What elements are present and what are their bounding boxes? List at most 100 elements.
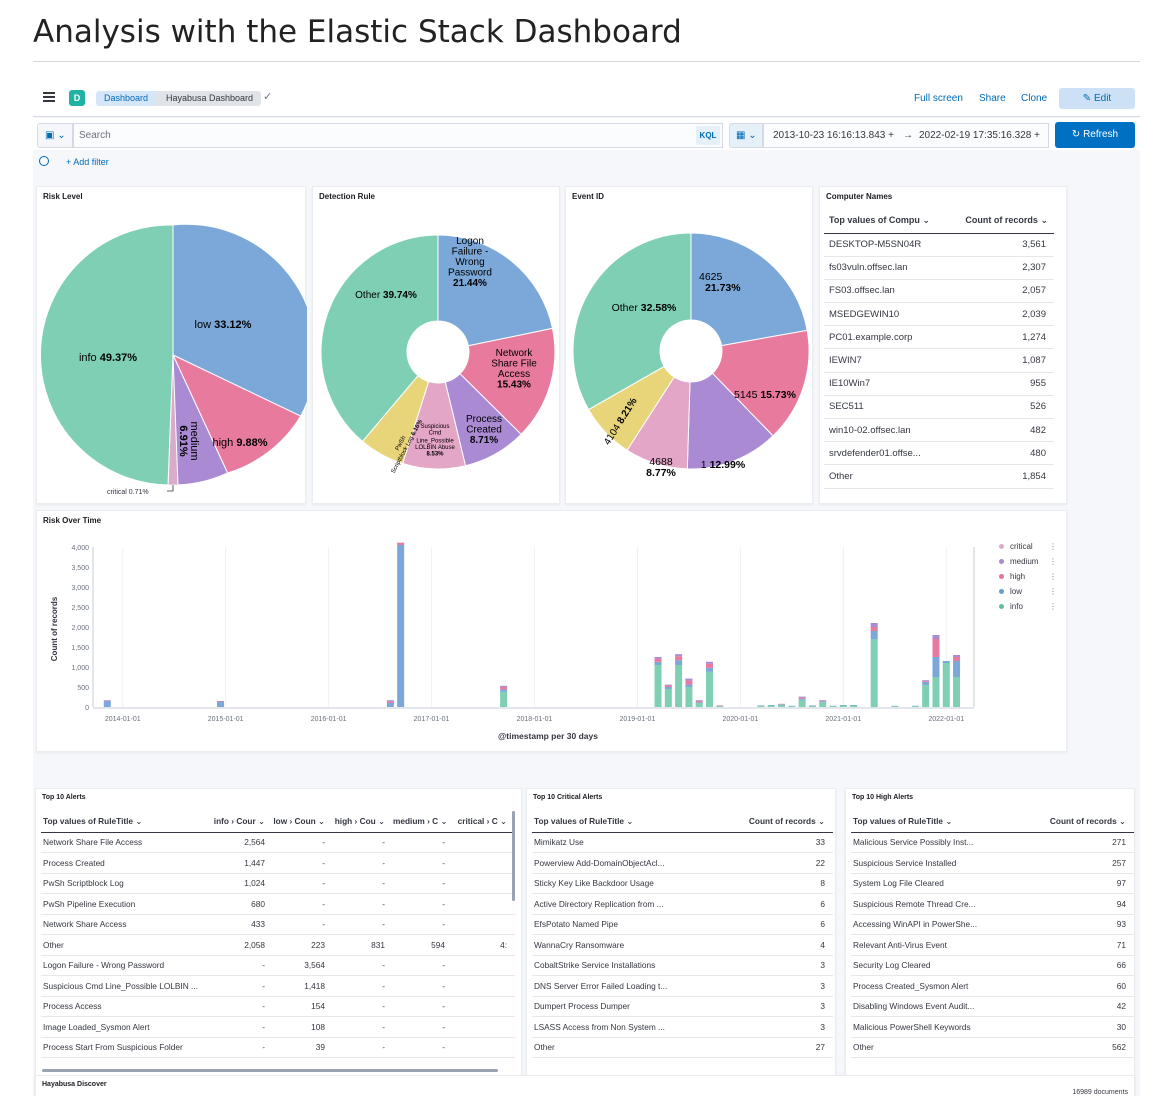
bar-segment-low[interactable]	[500, 689, 508, 692]
column-header[interactable]: Top values of RuleTitle ⌄	[851, 811, 1006, 833]
rule-title-cell[interactable]: Logon Failure - Wrong Password	[41, 955, 213, 976]
pie-slice-high[interactable]	[171, 353, 302, 474]
saved-query-button[interactable]: ▣ ⌄	[37, 123, 73, 148]
legend-item-high[interactable]: high ⋮	[999, 572, 1057, 587]
date-start[interactable]: 2013-10-23 16:16:13.843 +	[773, 130, 894, 141]
bar-segment-low[interactable]	[788, 705, 796, 707]
rule-title-cell[interactable]: Malicious PowerShell Keywords	[851, 1016, 1006, 1038]
bar-segment-info[interactable]	[767, 705, 775, 707]
rule-title-cell[interactable]: Suspicious Service Installed	[851, 852, 1006, 874]
bar-segment-medium[interactable]	[922, 680, 930, 681]
bar-segment-low[interactable]	[664, 687, 672, 689]
bar-segment-medium[interactable]	[664, 684, 672, 686]
bar-segment-high[interactable]	[819, 700, 827, 702]
column-header-computer[interactable]: Top values of Compu ⌄	[824, 209, 952, 234]
computer-name-cell[interactable]: srvdefender01.offse...	[824, 441, 952, 466]
column-header[interactable]: medium › C ⌄	[393, 811, 453, 833]
vertical-scrollbar[interactable]	[512, 811, 515, 901]
bar-segment-high[interactable]	[798, 697, 806, 699]
bar-segment-info[interactable]	[788, 706, 796, 707]
more-icon[interactable]: ⋮	[1049, 572, 1057, 581]
bar-segment-info[interactable]	[716, 706, 724, 707]
bar-segment-low[interactable]	[819, 701, 827, 703]
column-header[interactable]: critical › C ⌄	[453, 811, 515, 833]
bar-segment-high[interactable]	[932, 639, 940, 657]
bar-segment-medium[interactable]	[706, 661, 713, 664]
bar-segment-low[interactable]	[829, 705, 837, 707]
computer-name-cell[interactable]: fs03vuln.offsec.lan	[824, 256, 952, 280]
date-range[interactable]: 2013-10-23 16:16:13.843 + → 2022-02-19 1…	[763, 123, 1049, 148]
bar-segment-low[interactable]	[922, 681, 930, 685]
bar-segment-medium[interactable]	[500, 685, 508, 687]
horizontal-scrollbar[interactable]	[42, 1069, 498, 1072]
rule-title-cell[interactable]: Suspicious Remote Thread Cre...	[851, 893, 1006, 915]
bar-segment-info[interactable]	[932, 677, 940, 707]
column-header[interactable]: high › Cou ⌄	[333, 811, 393, 833]
bar-segment-high[interactable]	[217, 701, 225, 702]
bar-segment-info[interactable]	[942, 663, 950, 707]
bar-segment-low[interactable]	[778, 704, 786, 705]
bar-segment-high[interactable]	[103, 700, 111, 702]
bar-segment-high[interactable]	[953, 657, 961, 661]
computer-name-cell[interactable]: IE10Win7	[824, 372, 952, 396]
bar-segment-medium[interactable]	[654, 657, 662, 659]
rule-title-cell[interactable]: Mimikatz Use	[532, 832, 697, 853]
donut-slice-other[interactable]	[572, 232, 692, 411]
bar-segment-low[interactable]	[706, 667, 713, 672]
pie-slice-low[interactable]	[172, 223, 307, 417]
rule-title-cell[interactable]: Network Share File Access	[41, 832, 213, 853]
bar-segment-info[interactable]	[819, 702, 827, 707]
breadcrumb-dashboard[interactable]: Dashboard	[96, 91, 161, 106]
rule-title-cell[interactable]: Relevant Anti-Virus Event	[851, 934, 1006, 956]
bar-segment-medium[interactable]	[870, 623, 878, 627]
bar-segment-info[interactable]	[870, 639, 878, 707]
more-icon[interactable]: ⋮	[1049, 587, 1057, 596]
legend-item-medium[interactable]: medium ⋮	[999, 557, 1057, 572]
bar-segment-high[interactable]	[922, 681, 930, 682]
rule-title-cell[interactable]: Security Log Cleared	[851, 955, 1006, 976]
bar-segment-high[interactable]	[778, 703, 786, 705]
calendar-icon[interactable]: ▦ ⌄	[729, 123, 763, 148]
computer-name-cell[interactable]: win10-02.offsec.lan	[824, 418, 952, 443]
bar-segment-info[interactable]	[829, 706, 837, 707]
bar-segment-low[interactable]	[685, 684, 693, 687]
bar-segment-info[interactable]	[891, 706, 899, 707]
bar-segment-high[interactable]	[500, 687, 508, 690]
column-header[interactable]: low › Coun ⌄	[273, 811, 333, 833]
bar-segment-info[interactable]	[850, 705, 858, 707]
computer-name-cell[interactable]: FS03.offsec.lan	[824, 279, 952, 304]
bar-segment-high[interactable]	[664, 685, 672, 687]
bar-segment-info[interactable]	[839, 705, 847, 707]
bar-segment-medium[interactable]	[819, 700, 827, 701]
rule-title-cell[interactable]: System Log File Cleared	[851, 873, 1006, 894]
column-header[interactable]: Count of records ⌄	[1006, 811, 1134, 833]
bar-segment-low[interactable]	[911, 705, 919, 707]
bar-segment-info[interactable]	[664, 689, 672, 707]
bar-segment-high[interactable]	[695, 701, 703, 703]
more-icon[interactable]: ⋮	[1049, 542, 1057, 551]
bar-segment-info[interactable]	[675, 665, 683, 707]
bar-segment-medium[interactable]	[953, 655, 961, 657]
bar-segment-high[interactable]	[397, 542, 405, 545]
bar-segment-info[interactable]	[706, 671, 713, 707]
rule-title-cell[interactable]: PwSh Pipeline Execution	[41, 893, 213, 915]
more-icon[interactable]: ⋮	[1049, 602, 1057, 611]
bar-segment-info[interactable]	[695, 703, 703, 707]
kql-toggle[interactable]: KQL	[696, 126, 720, 145]
rule-title-cell[interactable]: Malicious Service Possibly Inst...	[851, 832, 1006, 853]
menu-icon[interactable]	[43, 92, 55, 102]
bar-segment-low[interactable]	[654, 661, 662, 665]
bar-segment-low[interactable]	[891, 705, 899, 707]
legend-item-low[interactable]: low ⋮	[999, 587, 1057, 602]
bar-segment-low[interactable]	[808, 705, 816, 706]
bar-segment-low[interactable]	[798, 698, 806, 700]
bar-segment-info[interactable]	[685, 687, 693, 707]
rule-title-cell[interactable]: Other	[41, 934, 213, 956]
bar-segment-low[interactable]	[397, 545, 405, 707]
bar-segment-low[interactable]	[767, 705, 775, 706]
rule-title-cell[interactable]: Process Access	[41, 996, 213, 1017]
computer-name-cell[interactable]: DESKTOP-M5SN04R	[824, 233, 952, 257]
legend-item-critical[interactable]: critical ⋮	[999, 542, 1057, 557]
rule-title-cell[interactable]: EfsPotato Named Pipe	[532, 914, 697, 935]
bar-segment-high[interactable]	[386, 701, 394, 703]
